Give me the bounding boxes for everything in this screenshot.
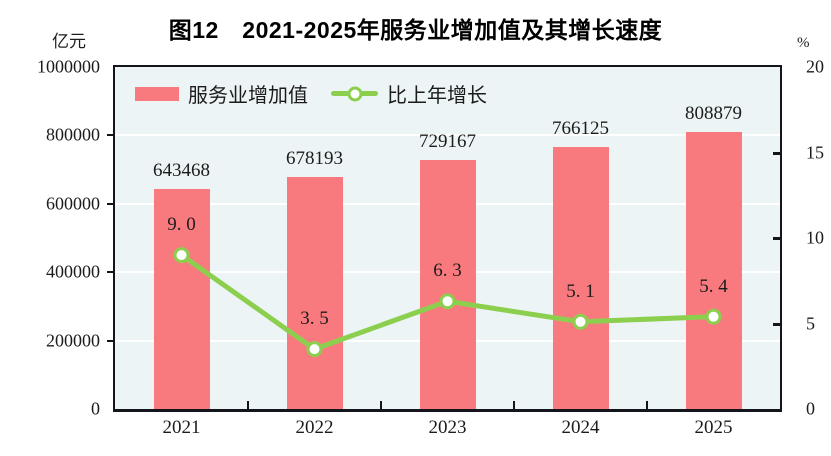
legend-item-label: 比上年增长 [387, 85, 487, 107]
left-axis-tick [107, 202, 115, 205]
x-axis-labels: 2021 2022 2023 2024 2025 [115, 417, 780, 441]
bar-value-label: 808879 [685, 103, 742, 125]
x-axis-category-label: 2022 [295, 417, 334, 438]
legend: 服务业增加值 比上年增长 [135, 79, 487, 108]
right-axis-tick [773, 322, 780, 326]
growth-line-chart [173, 247, 722, 358]
right-axis-unit: % [797, 35, 810, 51]
bar [286, 177, 343, 409]
left-axis-tick [107, 134, 115, 137]
left-axis-tick-label: 600000 [46, 193, 100, 214]
legend-item-label: 服务业增加值 [188, 85, 308, 107]
legend-line-dot [347, 86, 362, 101]
left-axis-tick-label: 800000 [46, 124, 100, 145]
bar [153, 188, 210, 409]
line-point-marker [572, 313, 589, 330]
chart-title: 图12 2021-2025年服务业增加值及其增长速度 [168, 17, 663, 43]
legend-line-marker-icon [331, 86, 378, 101]
bar [552, 147, 609, 409]
bar-value-label: 678193 [286, 148, 343, 170]
right-axis-tick-label: 10 [806, 227, 824, 248]
line-value-label: 5. 4 [699, 275, 728, 297]
bar-value-label: 729167 [419, 130, 476, 152]
legend-item: 比上年增长 [331, 79, 487, 108]
left-axis-tick-label: 1000000 [37, 56, 100, 77]
right-axis-tick-label: 20 [806, 56, 824, 77]
line-point-marker [705, 308, 722, 325]
right-axis-tick-label: 15 [806, 142, 824, 162]
line-value-label: 3. 5 [300, 308, 329, 330]
bar-value-label: 766125 [552, 118, 609, 139]
x-axis-tick [646, 401, 648, 409]
left-axis-unit: 亿元 [52, 32, 86, 51]
line-value-label: 5. 1 [566, 280, 595, 302]
right-axis-tick [773, 151, 780, 155]
line-value-label: 6. 3 [433, 260, 462, 282]
gridline [115, 134, 780, 137]
left-axis-tick-label: 0 [91, 398, 100, 419]
right-axis-tick-labels: 0 5 10 15 20 [806, 57, 831, 419]
left-axis-tick [107, 271, 115, 274]
x-axis-tick [247, 401, 249, 409]
x-axis-category-label: 2021 [162, 417, 201, 438]
right-axis-tick-label: 0 [806, 398, 815, 419]
right-axis-tick-label: 5 [806, 313, 815, 333]
plot-area: 643468 678193 729167 766125 808879 9. 0 3. 5 6… [107, 65, 782, 412]
line-point-marker [439, 293, 456, 310]
bar-value-label: 643468 [153, 159, 210, 181]
left-axis-tick-label: 200000 [46, 330, 100, 351]
x-axis-category-label: 2024 [561, 417, 600, 438]
left-axis-tick [107, 339, 115, 342]
left-axis-tick-label: 400000 [46, 261, 100, 282]
x-axis-category-label: 2023 [428, 417, 467, 438]
line-point-marker [173, 247, 190, 264]
line-point-marker [306, 341, 323, 358]
left-axis-tick-labels: 0 200000 400000 600000 800000 1000000 [0, 57, 100, 419]
legend-bar-swatch-icon [135, 86, 179, 101]
x-axis-tick [380, 401, 382, 409]
line-value-label: 9. 0 [167, 214, 196, 236]
bar [419, 159, 476, 409]
right-axis-tick [773, 237, 780, 240]
legend-item: 服务业增加值 [135, 79, 308, 108]
x-axis-tick [513, 401, 515, 409]
bar [685, 132, 742, 409]
x-axis-category-label: 2025 [694, 417, 733, 438]
